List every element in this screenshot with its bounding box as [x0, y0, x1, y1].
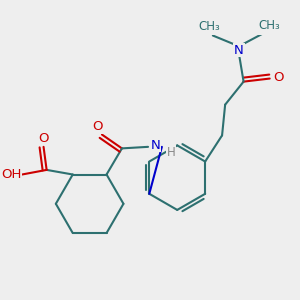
Text: CH₃: CH₃	[198, 20, 220, 33]
Text: CH₃: CH₃	[258, 19, 280, 32]
Text: O: O	[92, 120, 103, 134]
Text: O: O	[38, 132, 49, 145]
Text: H: H	[167, 146, 176, 159]
Text: O: O	[274, 70, 284, 83]
Text: OH: OH	[1, 168, 22, 181]
Text: N: N	[151, 139, 160, 152]
Text: N: N	[234, 44, 244, 57]
